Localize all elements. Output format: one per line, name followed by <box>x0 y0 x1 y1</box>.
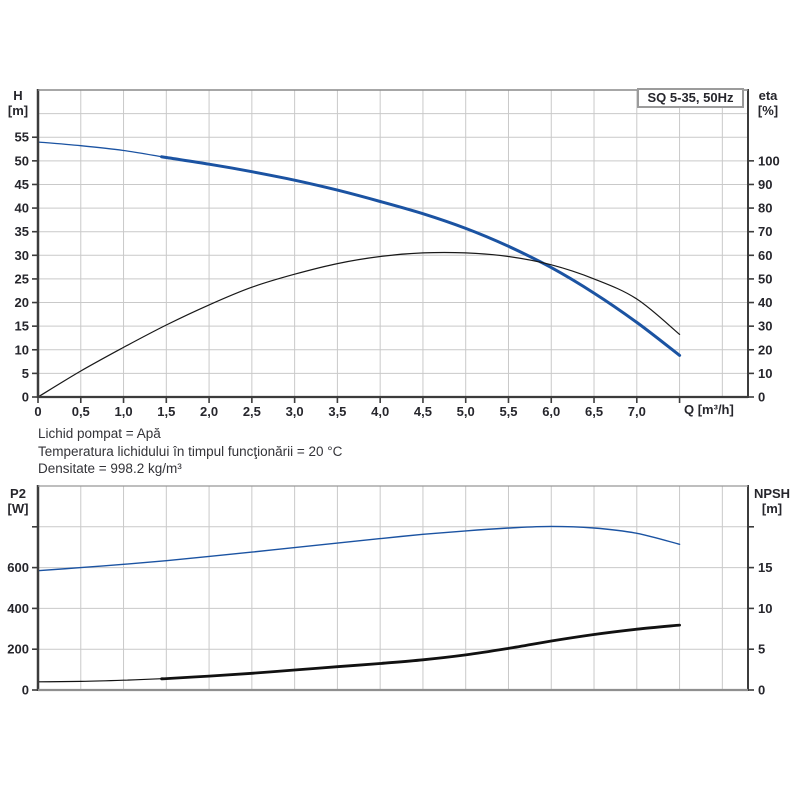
right-tick-label: 0 <box>758 683 765 698</box>
x-tick-label: 5,5 <box>499 404 517 419</box>
left-axis: 0 200 400 600 <box>7 525 38 698</box>
left-tick-label: 35 <box>15 224 29 239</box>
left-tick-label: 25 <box>15 271 29 286</box>
info-line-density: Densitate = 998.2 kg/m³ <box>38 461 182 476</box>
left-tick-label: 15 <box>15 319 29 334</box>
x-tick-label: 0 <box>34 404 41 419</box>
npsh-axis-unit: [m] <box>761 501 783 516</box>
power-curve <box>37 525 681 572</box>
x-tick-label: 0,5 <box>72 404 90 419</box>
right-tick-label: 90 <box>758 177 772 192</box>
right-tick-label: 70 <box>758 224 772 239</box>
x-tick-label: 7,0 <box>628 404 646 419</box>
head-curve-thin <box>37 141 163 158</box>
left-tick-label: 20 <box>15 295 29 310</box>
bottom-left-axis-title: P2 [W] <box>0 486 36 516</box>
x-tick-label: 6,0 <box>542 404 560 419</box>
right-tick-label: 80 <box>758 201 772 216</box>
info-line-temperature: Temperatura lichidului în timpul funcţio… <box>38 443 343 459</box>
p2-axis-name: P2 <box>10 486 26 501</box>
right-axis: 0 10 20 30 40 50 60 70 80 90 100 <box>748 153 780 405</box>
left-tick-label: 600 <box>7 560 29 575</box>
left-tick-label: 45 <box>15 177 29 192</box>
x-tick-label: 3,0 <box>286 404 304 419</box>
top-chart: 0 5 10 15 20 25 30 35 40 45 50 55 0 10 20 30 40 50 60 70 80 9… <box>15 89 780 419</box>
x-tick-label: 2,0 <box>200 404 218 419</box>
head-curve-thick <box>159 155 682 357</box>
eta-axis-name: eta <box>758 88 778 103</box>
head-curve <box>37 141 682 357</box>
right-tick-label: 20 <box>758 342 772 357</box>
right-tick-label: 50 <box>758 271 772 286</box>
left-tick-label: 400 <box>7 601 29 616</box>
right-tick-label: 40 <box>758 295 772 310</box>
left-axis: 0 5 10 15 20 25 30 35 40 45 50 55 <box>15 130 38 405</box>
left-tick-label: 30 <box>15 248 29 263</box>
bottom-right-axis-title: NPSH [m] <box>748 486 796 516</box>
x-tick-label: 4,0 <box>371 404 389 419</box>
pump-model-badge: SQ 5-35, 50Hz <box>637 88 744 108</box>
x-tick-label: 2,5 <box>243 404 261 419</box>
x-tick-label: 6,5 <box>585 404 603 419</box>
x-tick-label: 1,5 <box>157 404 175 419</box>
right-tick-label: 15 <box>758 560 772 575</box>
left-tick-label: 55 <box>15 130 29 145</box>
left-tick-label: 0 <box>22 683 29 698</box>
liquid-info-block: Lichid pompat = Apă Temperatura lichidul… <box>38 425 342 478</box>
x-tick-label: 1,0 <box>115 404 133 419</box>
right-tick-label: 5 <box>758 642 765 657</box>
power-curve-path <box>37 525 681 572</box>
right-tick-label: 100 <box>758 153 780 168</box>
left-tick-label: 10 <box>15 342 29 357</box>
npsh-curve <box>37 623 681 683</box>
efficiency-curve-path <box>37 251 681 398</box>
npsh-axis-name: NPSH <box>753 486 791 501</box>
gridlines <box>38 90 748 397</box>
left-tick-label: 40 <box>15 201 29 216</box>
h-axis-unit: [m] <box>7 103 29 118</box>
left-tick-label: 50 <box>15 153 29 168</box>
x-axis: 0 0,5 1,0 1,5 2,0 2,5 3,0 3,5 4,0 4,5 5,0 5,5 6,0 6,5… <box>34 397 681 419</box>
right-tick-label: 0 <box>758 390 765 405</box>
right-tick-label: 30 <box>758 319 772 334</box>
right-axis: 0 5 10 15 <box>748 525 772 698</box>
right-tick-label: 60 <box>758 248 772 263</box>
npsh-curve-thick <box>160 623 681 681</box>
x-tick-label: 3,5 <box>328 404 346 419</box>
top-right-axis-title: eta [%] <box>748 88 788 118</box>
info-line-liquid: Lichid pompat = Apă <box>38 426 161 441</box>
npsh-curve-thin <box>37 678 163 683</box>
p2-axis-unit: [W] <box>7 501 29 516</box>
h-axis-name: H <box>13 88 23 103</box>
efficiency-curve <box>37 251 681 398</box>
x-tick-label: 4,5 <box>414 404 432 419</box>
left-tick-label: 5 <box>22 366 29 381</box>
top-left-axis-title: H [m] <box>0 88 36 118</box>
left-tick-label: 0 <box>22 390 29 405</box>
x-tick-label: 5,0 <box>457 404 475 419</box>
right-tick-label: 10 <box>758 366 772 381</box>
q-axis-unit-label: Q [m³/h] <box>684 402 734 417</box>
gridlines <box>38 486 748 690</box>
eta-axis-unit: [%] <box>757 103 779 118</box>
bottom-chart: 0 200 400 600 0 5 10 15 <box>7 485 772 698</box>
right-tick-label: 10 <box>758 601 772 616</box>
left-tick-label: 200 <box>7 642 29 657</box>
